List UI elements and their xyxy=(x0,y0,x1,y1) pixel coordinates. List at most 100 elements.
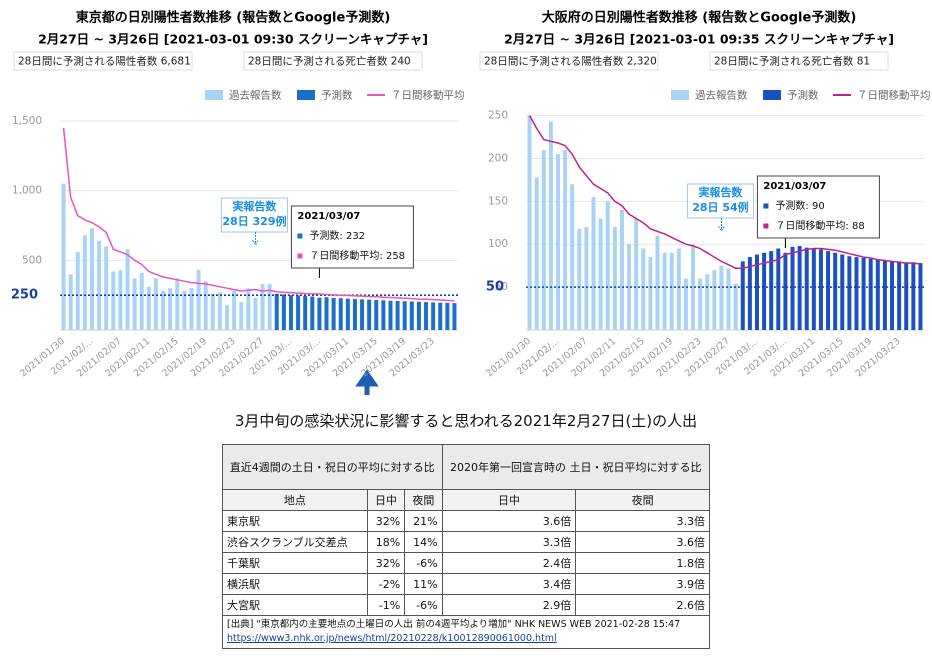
bar xyxy=(168,288,173,330)
bar xyxy=(911,262,916,330)
bar xyxy=(274,293,279,330)
bar xyxy=(790,246,795,330)
bar xyxy=(527,115,532,330)
legend-label: 予測数 xyxy=(321,89,353,102)
bar xyxy=(619,209,624,330)
bar xyxy=(598,218,603,330)
y-tick-label: 1,000 xyxy=(12,185,42,197)
table-row: 大宮駅 -1% -6% 2.9倍 2.6倍 xyxy=(222,594,710,616)
bar xyxy=(783,252,788,330)
stat-text: 28日間に予測される死亡者数 81 xyxy=(714,55,870,68)
tooltip-title: 2021/03/07 xyxy=(763,181,826,192)
bar xyxy=(541,149,546,330)
tooltip-line: ７日間移動平均: 88 xyxy=(775,219,864,232)
source-row: [出典] "東京都内の主要地点の土曜日の人出 前の4週平均より増加" NHK N… xyxy=(222,615,710,649)
bar xyxy=(840,254,845,330)
annotation-text: 28日 329例 xyxy=(222,214,286,228)
table-row: 東京駅 32% 21% 3.6倍 3.3倍 xyxy=(222,510,710,532)
line-series xyxy=(528,115,921,269)
table-cell: 3.4倍 xyxy=(441,573,577,595)
table-cell: 11% xyxy=(404,573,443,595)
stat-text: 28日間に予測される陽性者数 6,681 xyxy=(18,55,191,68)
bar xyxy=(338,298,343,330)
bar xyxy=(747,257,752,330)
legend-label: 過去報告数 xyxy=(229,89,282,102)
bar xyxy=(317,297,322,330)
bar xyxy=(196,270,201,330)
bar xyxy=(662,252,667,330)
table-cell: 大宮駅 xyxy=(222,594,368,616)
bar xyxy=(826,251,831,330)
bar xyxy=(648,257,653,330)
annotation-title: 実報告数 xyxy=(232,199,277,213)
annotation-title: 実報告数 xyxy=(698,185,743,199)
chart-title: 東京都の日別陽性者数推移 (報告数とGoogle予測数) xyxy=(76,10,391,26)
bar xyxy=(111,271,116,330)
table-cell: -2% xyxy=(366,573,406,595)
stat-box xyxy=(479,51,659,71)
bar xyxy=(82,235,87,330)
bar xyxy=(904,262,909,330)
bar xyxy=(655,235,660,330)
table-cell: 1.8倍 xyxy=(575,552,710,574)
bar xyxy=(139,272,144,330)
bar xyxy=(89,228,94,330)
bar xyxy=(890,261,895,330)
bar xyxy=(861,257,866,330)
y-tick-label: 500 xyxy=(22,254,42,266)
y-tick-label: 100 xyxy=(488,238,508,250)
tooltip-swatch xyxy=(763,203,769,209)
table-cell: 3.6倍 xyxy=(441,510,577,532)
header-row: 地点 日中 夜間 日中 夜間 xyxy=(222,489,710,511)
bar xyxy=(146,286,151,330)
table-cell: 横浜駅 xyxy=(222,573,368,595)
bar xyxy=(712,269,717,330)
bar xyxy=(367,299,372,330)
bar xyxy=(253,297,258,330)
bar xyxy=(754,254,759,330)
bar xyxy=(345,298,350,330)
bar xyxy=(232,290,237,330)
bar xyxy=(776,248,781,330)
legend-swatch xyxy=(297,90,315,100)
bar xyxy=(352,299,357,330)
line-series xyxy=(62,127,455,302)
bar xyxy=(409,301,414,330)
bar xyxy=(833,252,838,330)
bar xyxy=(797,245,802,330)
table-cell: 千葉駅 xyxy=(222,552,368,574)
source-url: https://www3.nhk.or.jp/news/html/2021022… xyxy=(227,633,557,644)
bar xyxy=(634,218,639,330)
bar xyxy=(104,246,109,330)
bar xyxy=(641,248,646,330)
table-cell: 2.4倍 xyxy=(441,552,577,574)
y-tick-label: 200 xyxy=(488,152,508,164)
bar xyxy=(324,297,329,330)
legend-label: ７日間移動平均 xyxy=(857,89,931,102)
bar xyxy=(381,300,386,330)
stat-text: 28日間に予測される陽性者数 2,320 xyxy=(484,55,657,68)
bar xyxy=(402,301,407,330)
chart-subtitle: 2月27日 ~ 3月26日 [2021-03-01 09:30 スクリーンキャプ… xyxy=(38,32,428,47)
tooltip-swatch xyxy=(297,253,303,259)
table-cell: -6% xyxy=(404,594,443,616)
y-tick-label: 150 xyxy=(488,195,508,207)
bar xyxy=(854,257,859,330)
column-header: 日中 xyxy=(441,489,577,511)
charts: 東京都の日別陽性者数推移 (報告数とGoogle予測数) 2月27日 ~ 3月26… xyxy=(11,10,931,395)
bar xyxy=(882,260,887,330)
bar xyxy=(424,302,429,330)
table-row: 渋谷スクランブル交差点 18% 14% 3.3倍 3.6倍 xyxy=(222,531,710,553)
bar xyxy=(733,283,738,330)
column-header: 日中 xyxy=(366,489,406,511)
bar xyxy=(769,251,774,330)
bar xyxy=(719,265,724,330)
bar xyxy=(676,248,681,330)
bar xyxy=(555,154,560,330)
header-row: 直近4週間の土日・祝日の平均に対する比 2020年第一回宣言時の 土日・祝日平均に… xyxy=(222,444,711,490)
bar xyxy=(217,292,222,330)
tooltip-swatch xyxy=(763,223,769,229)
table-cell: 32% xyxy=(366,552,406,574)
table-cell: 3.9倍 xyxy=(575,573,710,595)
legend-label: 予測数 xyxy=(787,89,819,102)
